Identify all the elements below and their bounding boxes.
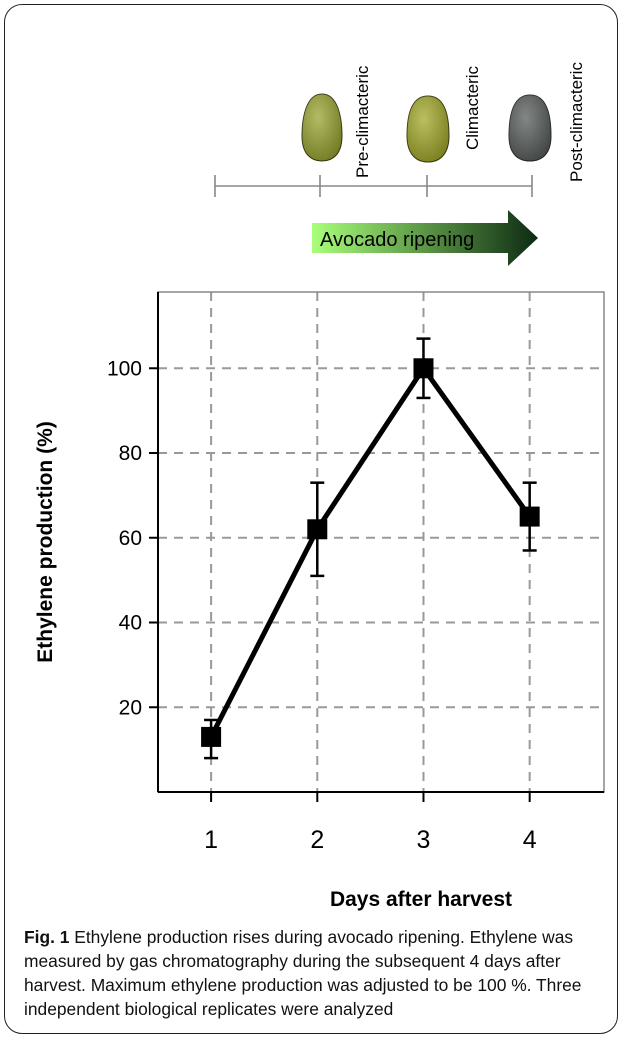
x-tick-label: 3 xyxy=(417,826,431,854)
ripening-stage-panel: Pre-climacteric Climacteric Post-climact… xyxy=(214,62,586,266)
y-tick-label: 80 xyxy=(119,442,142,465)
y-tick-label: 20 xyxy=(119,696,142,719)
ripening-arrow-label: Avocado ripening xyxy=(320,229,474,251)
figure-frame xyxy=(4,4,618,1034)
x-tick-label: 1 xyxy=(204,826,218,854)
data-point-marker xyxy=(307,519,328,540)
y-axis-label: Ethylene production (%) xyxy=(34,421,57,663)
y-tick-label: 100 xyxy=(107,357,142,380)
data-point-marker xyxy=(413,358,434,379)
caption-label: Fig. 1 xyxy=(24,927,70,947)
ripening-arrow xyxy=(312,210,538,266)
caption-text: Ethylene production rises during avocado… xyxy=(24,927,582,1019)
avocado-postclimacteric-icon xyxy=(508,94,552,162)
x-tick-label: 4 xyxy=(523,826,537,854)
stage-label-preclimacteric: Pre-climacteric xyxy=(353,65,372,178)
y-tick-label: 60 xyxy=(119,527,142,550)
avocado-preclimacteric-icon xyxy=(301,93,343,162)
ethylene-series-line xyxy=(208,363,532,739)
x-tick-label: 2 xyxy=(310,826,324,854)
data-point-marker xyxy=(519,506,540,527)
y-tick-label: 40 xyxy=(119,612,142,635)
chart-grid xyxy=(158,292,604,792)
x-axis-label: Days after harvest xyxy=(330,888,512,911)
ripening-figure: Pre-climacteric Climacteric Post-climact… xyxy=(34,62,605,911)
figure-caption: Fig. 1 Ethylene production rises during … xyxy=(24,925,609,1021)
plot-border xyxy=(157,291,605,793)
avocado-climacteric-icon xyxy=(406,95,450,163)
stage-label-climacteric: Climacteric xyxy=(463,65,482,150)
data-point-marker xyxy=(201,726,222,747)
stage-label-postclimacteric: Post-climacteric xyxy=(567,62,586,182)
